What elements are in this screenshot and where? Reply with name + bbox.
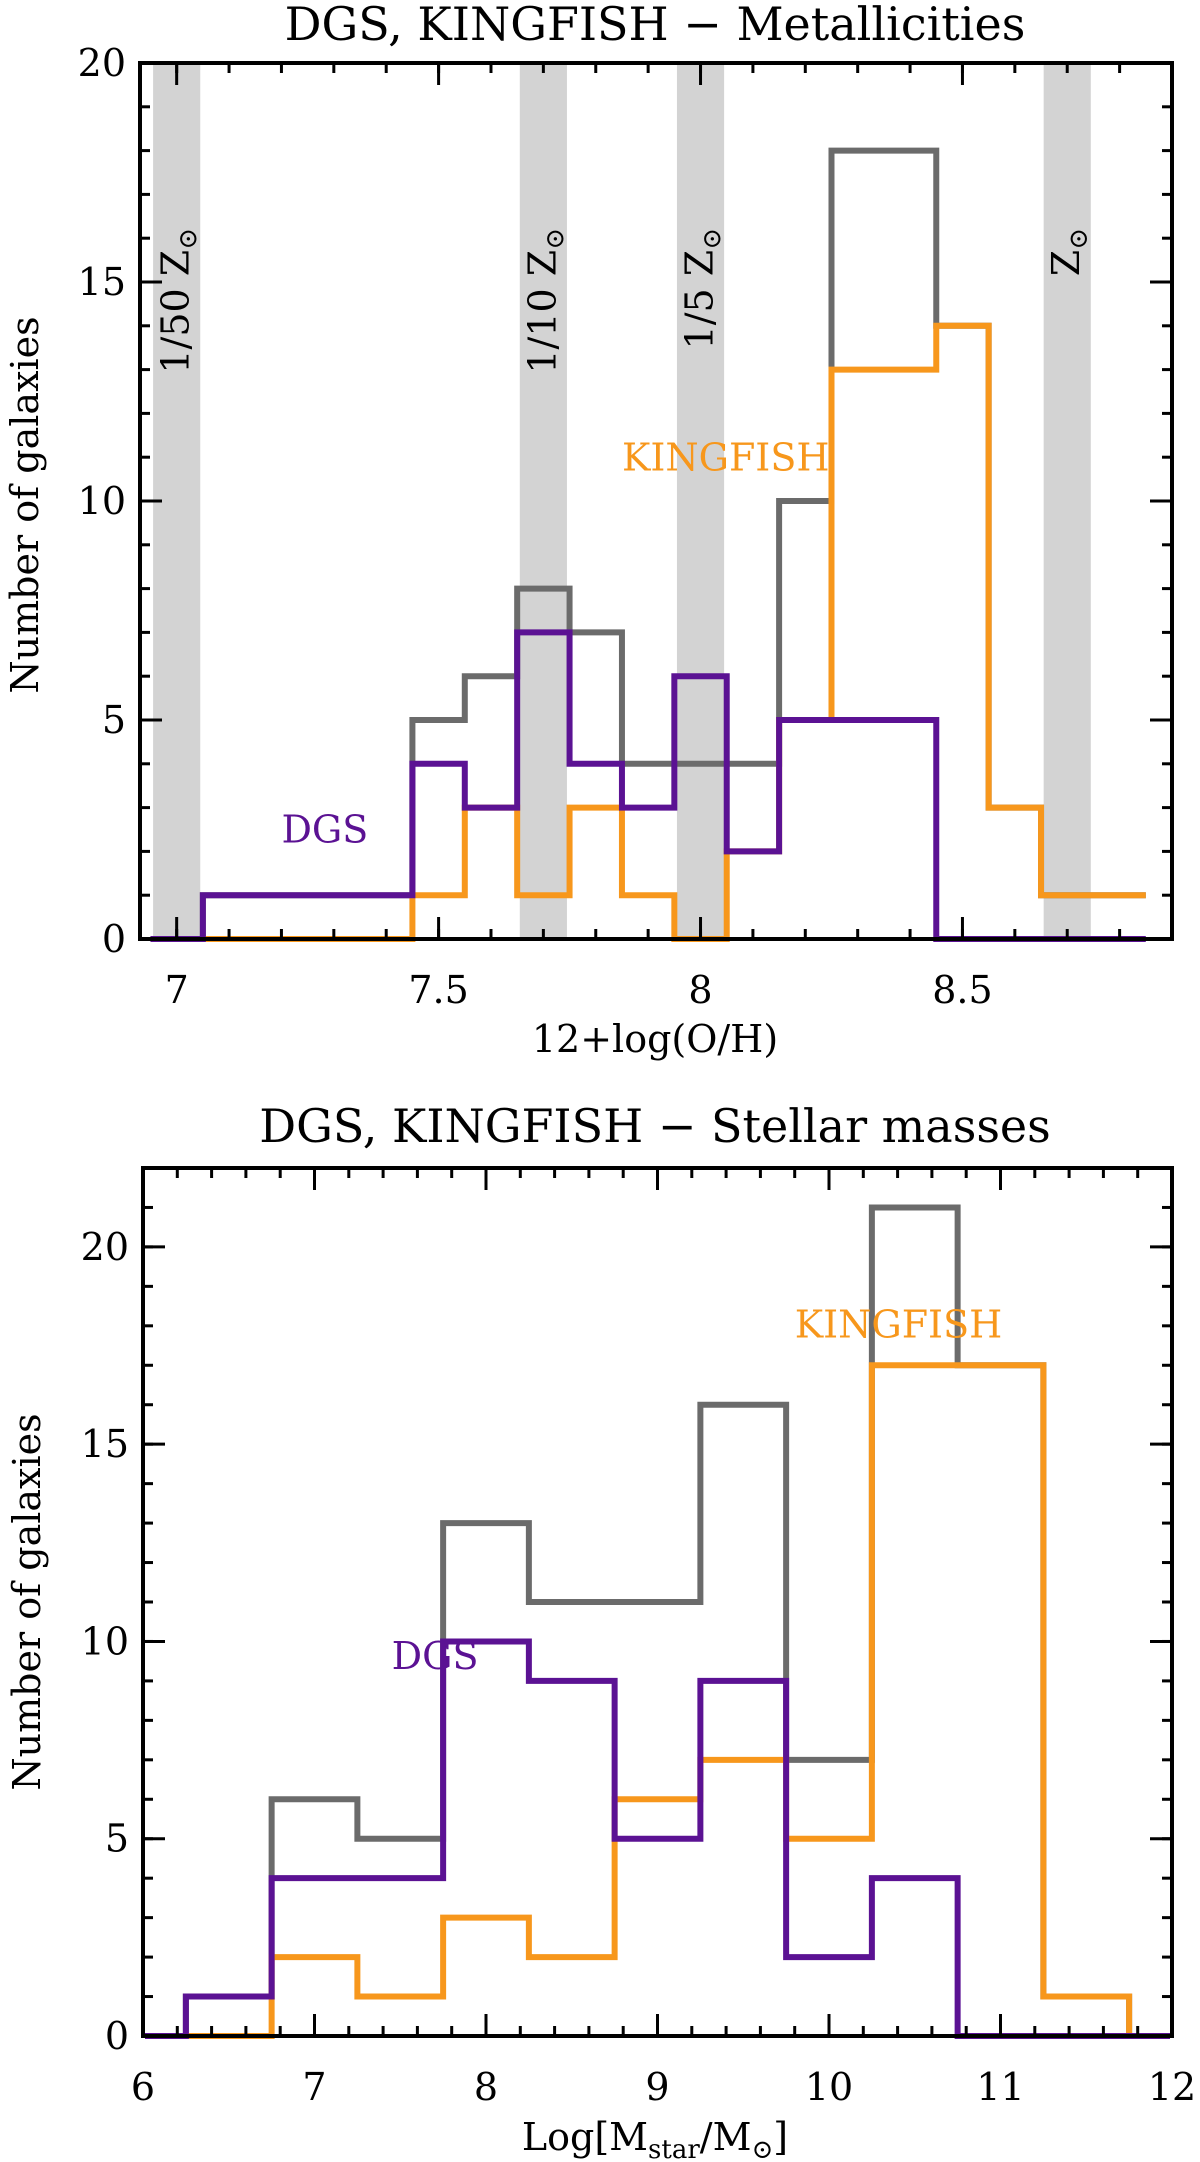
- y-tick-label: 5: [105, 1817, 129, 1861]
- histogram-dgs-line: [150, 629, 1146, 942]
- stellar-mass-y-axis-label: Number of galaxies: [5, 1413, 49, 1790]
- metallicity-ticks: 7 7.5 8 8.5 0 5 10 15 20: [78, 41, 1174, 1012]
- y-tick-label: 20: [81, 1225, 129, 1269]
- reference-band: [519, 63, 567, 939]
- x-tick-label: 7: [165, 968, 189, 1012]
- stellar-mass-ticks: 6 7 8 9 10 11 12 0 5 10 15 20: [81, 1166, 1196, 2109]
- histogram-kingfish-line: [150, 322, 1146, 942]
- y-tick-label: 10: [81, 1619, 129, 1663]
- x-tick-label: 8: [688, 968, 712, 1012]
- stellar-mass-x-axis-label: Log[Mstar/M⊙]: [522, 2115, 788, 2162]
- metallicity-panel: DGS, KINGFISH − Metallicities 1/50 Z⊙ 1/1…: [3, 0, 1174, 1061]
- histogram-total-line: [145, 1204, 1170, 2039]
- reference-band-label: 1/10 Z⊙: [520, 228, 570, 374]
- y-tick-label: 15: [78, 260, 126, 304]
- metallicity-histograms: KINGFISH DGS: [150, 147, 1146, 942]
- x-tick-label: 9: [645, 2065, 669, 2109]
- stellar-mass-panel: DGS, KINGFISH − Stellar masses KINGFISH D…: [5, 1099, 1196, 2162]
- y-tick-label: 15: [81, 1422, 129, 1466]
- x-tick-label: 7.5: [408, 968, 468, 1012]
- reference-band-label: 1/5 Z⊙: [678, 228, 728, 349]
- y-tick-label: 10: [78, 479, 126, 523]
- metallicity-y-axis-label: Number of galaxies: [3, 316, 47, 693]
- metallicity-title: DGS, KINGFISH − Metallicities: [285, 0, 1026, 51]
- reference-band: [676, 63, 725, 939]
- histogram-kingfish-line: [145, 1362, 1170, 2039]
- y-tick-label: 0: [105, 2014, 129, 2058]
- reference-band-label: 1/50 Z⊙: [154, 228, 204, 374]
- stellar-mass-histograms: KINGFISH DGS: [145, 1204, 1170, 2039]
- histogram-dgs-line: [145, 1638, 1170, 2039]
- reference-band-label: Z⊙: [1044, 228, 1094, 276]
- y-tick-label: 20: [78, 41, 126, 85]
- annotation-dgs: DGS: [392, 1634, 479, 1678]
- x-tick-label: 11: [976, 2065, 1024, 2109]
- metallicity-x-axis-label: 12+log(O/H): [532, 1017, 778, 1061]
- reference-bands: 1/50 Z⊙ 1/10 Z⊙ 1/5 Z⊙ Z⊙: [153, 63, 1094, 939]
- x-tick-label: 8: [474, 2065, 498, 2109]
- annotation-kingfish: KINGFISH: [795, 1303, 1003, 1347]
- annotation-dgs: DGS: [281, 808, 368, 852]
- x-tick-label: 6: [131, 2065, 155, 2109]
- y-tick-label: 5: [102, 698, 126, 742]
- x-tick-label: 10: [805, 2065, 853, 2109]
- x-tick-label: 7: [302, 2065, 326, 2109]
- annotation-kingfish: KINGFISH: [622, 435, 830, 479]
- y-tick-label: 0: [102, 917, 126, 961]
- reference-band: [1043, 63, 1091, 939]
- stellar-mass-title: DGS, KINGFISH − Stellar masses: [259, 1099, 1051, 1153]
- x-tick-label: 8.5: [932, 968, 992, 1012]
- x-tick-label: 12: [1148, 2065, 1196, 2109]
